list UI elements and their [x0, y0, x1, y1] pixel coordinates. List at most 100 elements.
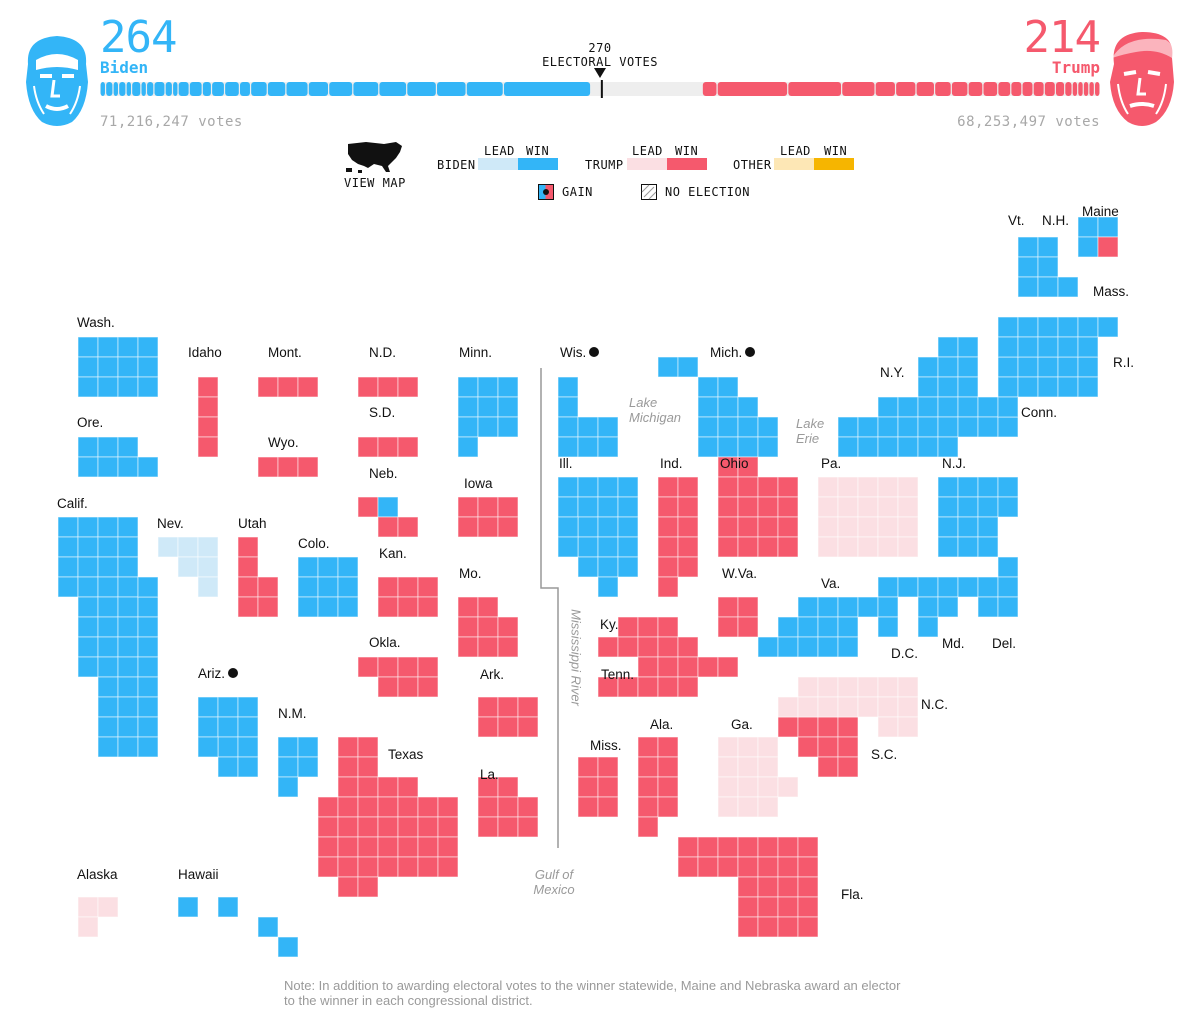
- electoral-vote-tile: [97, 716, 119, 738]
- electoral-vote-tile: [337, 596, 359, 618]
- state-mass[interactable]: [997, 316, 1119, 358]
- state-ri[interactable]: [1057, 356, 1099, 398]
- electoral-vote-tile: [1057, 356, 1079, 378]
- electoral-vote-tile: [117, 616, 139, 638]
- electoral-vote-tile: [457, 396, 479, 418]
- electoral-vote-tile: [457, 436, 479, 458]
- state-nev[interactable]: [157, 536, 219, 598]
- state-sd[interactable]: [357, 436, 419, 458]
- state-miss[interactable]: [577, 756, 619, 818]
- state-ny[interactable]: [837, 336, 1019, 458]
- ev-bar-biden-segment: [466, 82, 503, 96]
- state-label-text: Tenn.: [601, 667, 635, 682]
- ev-bar-trump-segment: [788, 82, 842, 96]
- state-nh[interactable]: [1037, 236, 1079, 298]
- state-la[interactable]: [477, 776, 539, 838]
- state-del[interactable]: [997, 556, 1019, 618]
- electoral-vote-tile: [917, 396, 939, 418]
- state-ark[interactable]: [477, 696, 539, 738]
- state-fla[interactable]: [677, 836, 819, 938]
- state-label: Alaska: [77, 867, 118, 882]
- state-pa[interactable]: [817, 476, 919, 558]
- electoral-vote-tile: [737, 836, 759, 858]
- electoral-vote-tile: [1037, 356, 1059, 378]
- mississippi-river-line: [540, 368, 559, 848]
- state-label-text: Miss.: [590, 738, 622, 753]
- state-wis[interactable]: [557, 376, 619, 458]
- state-nj[interactable]: [937, 476, 1019, 558]
- electoral-vote-tile: [777, 636, 799, 658]
- state-tenn[interactable]: [597, 656, 739, 698]
- state-wyo[interactable]: [257, 456, 319, 478]
- state-maine[interactable]: [1077, 216, 1119, 258]
- state-mich[interactable]: [657, 356, 779, 458]
- state-wash[interactable]: [77, 336, 159, 398]
- state-md[interactable]: [877, 576, 999, 638]
- electoral-vote-tile: [777, 856, 799, 878]
- state-alaska[interactable]: [77, 896, 119, 938]
- electoral-vote-tile: [137, 576, 159, 598]
- state-ga[interactable]: [717, 736, 799, 818]
- state-ala[interactable]: [637, 736, 679, 838]
- state-label-text: Mo.: [459, 566, 482, 581]
- electoral-vote-tile: [877, 696, 899, 718]
- ev-bar-biden-segment: [329, 82, 353, 96]
- view-map-button[interactable]: VIEW MAP: [338, 138, 410, 192]
- state-label: Okla.: [369, 635, 401, 650]
- electoral-vote-tile: [477, 796, 499, 818]
- electoral-vote-tile: [797, 616, 819, 638]
- electoral-vote-tile: [97, 576, 119, 598]
- state-ky[interactable]: [597, 616, 699, 658]
- state-mo[interactable]: [457, 596, 519, 658]
- state-idaho[interactable]: [197, 376, 219, 458]
- electoral-vote-tile: [357, 376, 379, 398]
- electoral-vote-tile: [957, 396, 979, 418]
- state-va[interactable]: [757, 596, 859, 658]
- state-vt[interactable]: [1017, 236, 1039, 298]
- state-utah[interactable]: [237, 536, 279, 618]
- electoral-vote-tile: [657, 616, 679, 638]
- electoral-vote-tile: [497, 516, 519, 538]
- state-iowa[interactable]: [457, 496, 519, 538]
- state-colo[interactable]: [297, 556, 359, 618]
- state-texas[interactable]: [317, 736, 459, 898]
- state-kan[interactable]: [377, 576, 439, 618]
- state-mont[interactable]: [257, 376, 319, 398]
- state-wva[interactable]: [717, 596, 759, 638]
- state-calif[interactable]: [57, 516, 159, 758]
- electoral-vote-tile: [297, 756, 319, 778]
- electoral-vote-tile: [317, 576, 339, 598]
- state-nd[interactable]: [357, 376, 419, 398]
- state-hawaii[interactable]: [177, 896, 299, 958]
- ev-bar-trump-segment: [1089, 82, 1094, 96]
- state-nm[interactable]: [277, 736, 319, 798]
- state-dc[interactable]: [857, 596, 899, 638]
- ev-bar-biden-segment: [189, 82, 202, 96]
- state-minn[interactable]: [457, 376, 519, 458]
- state-label: Wash.: [77, 315, 115, 330]
- state-nc[interactable]: [777, 676, 919, 738]
- state-ind[interactable]: [657, 476, 699, 598]
- state-ore[interactable]: [77, 436, 159, 478]
- state-label: S.C.: [871, 747, 897, 762]
- state-sc[interactable]: [777, 716, 859, 778]
- state-okla[interactable]: [357, 656, 439, 698]
- state-label: Mass.: [1093, 284, 1129, 299]
- electoral-vote-tile: [1077, 316, 1099, 338]
- electoral-vote-tile: [857, 436, 879, 458]
- electoral-vote-tile: [857, 536, 879, 558]
- state-ariz[interactable]: [197, 696, 259, 778]
- electoral-vote-tile: [677, 476, 699, 498]
- state-ill[interactable]: [557, 476, 639, 598]
- state-ohio[interactable]: [717, 456, 799, 558]
- electoral-vote-tile: [197, 716, 219, 738]
- electoral-vote-tile: [117, 516, 139, 538]
- ev-bar-trump-segment: [896, 82, 916, 96]
- electoral-vote-tile: [837, 676, 859, 698]
- state-neb[interactable]: [357, 496, 419, 538]
- no-election-swatch-icon: [641, 184, 657, 200]
- state-conn[interactable]: [997, 356, 1059, 418]
- electoral-vote-tile: [937, 356, 959, 378]
- electoral-vote-tile: [457, 516, 479, 538]
- electoral-vote-tile: [717, 596, 739, 618]
